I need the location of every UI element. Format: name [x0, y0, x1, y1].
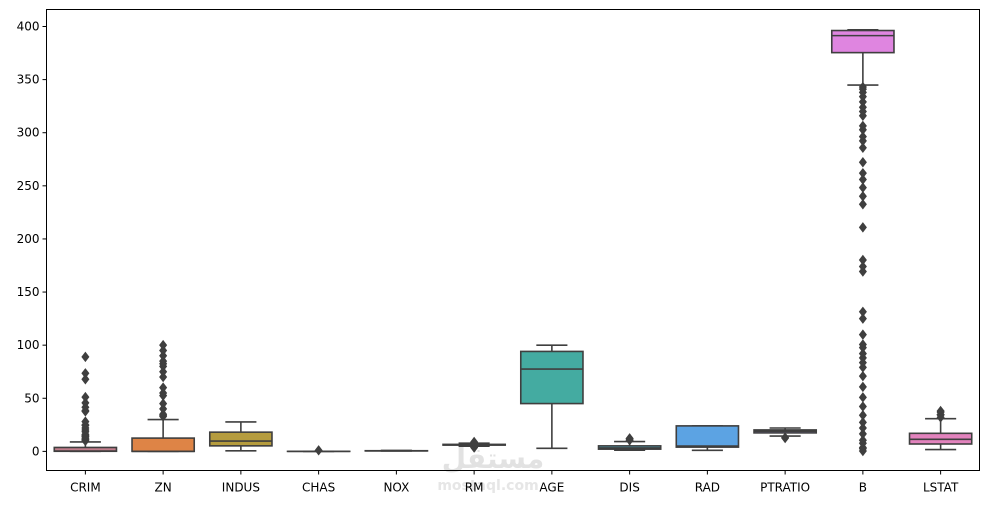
outlier-point — [858, 434, 867, 446]
y-tick-label: 150 — [17, 285, 40, 299]
outlier-point — [858, 339, 867, 350]
outlier-point — [781, 432, 790, 443]
box-zn — [131, 437, 196, 453]
outlier-point — [858, 428, 867, 440]
y-axis: 0 50 100 150 200 250 300 350 400 — [17, 19, 47, 458]
outlier-point — [858, 190, 867, 202]
x-tick-label-chas: CHAS — [302, 481, 335, 495]
outlier-point — [470, 436, 479, 448]
y-tick-label: 400 — [17, 19, 40, 33]
box-group-ptratio — [753, 427, 818, 444]
outlier-point — [858, 422, 867, 434]
box-age — [519, 350, 584, 405]
outlier-point — [858, 306, 867, 318]
outlier-point — [159, 350, 168, 362]
outlier-point — [858, 174, 867, 185]
outlier-point — [159, 355, 168, 367]
box-group-rad — [675, 425, 740, 452]
box-group-crim — [53, 351, 118, 453]
outlier-point — [159, 382, 168, 393]
outlier-point — [159, 366, 168, 377]
box-rad — [675, 425, 740, 448]
x-tick-label-dis: DIS — [619, 481, 639, 495]
outlier-point — [81, 351, 90, 363]
outlier-point — [858, 101, 867, 113]
outlier-point — [81, 397, 90, 409]
x-tick-label-indus: INDUS — [222, 481, 260, 495]
outlier-point — [858, 401, 867, 412]
outlier-point — [81, 391, 90, 403]
outlier-point — [159, 408, 168, 420]
outlier-point — [159, 387, 168, 399]
box-group-nox — [364, 449, 429, 452]
y-tick-label: 350 — [17, 73, 40, 87]
y-tick-label: 250 — [17, 179, 40, 193]
outlier-point — [858, 199, 867, 210]
outlier-point — [858, 167, 867, 179]
outlier-point — [858, 254, 867, 266]
box-group-dis — [597, 433, 662, 452]
box-group-b — [830, 28, 895, 457]
x-tick-label-ptratio: PTRATIO — [760, 481, 810, 495]
outlier-point — [858, 261, 867, 272]
outlier-point — [858, 329, 867, 340]
x-tick-label-lstat: LSTAT — [923, 481, 959, 495]
outlier-point — [81, 368, 90, 379]
outlier-point — [858, 120, 867, 132]
x-tick-label-zn: ZN — [155, 481, 172, 495]
x-tick-label-age: AGE — [539, 481, 564, 495]
outlier-point — [159, 398, 168, 409]
outlier-point — [858, 142, 867, 154]
watermark-site: mostaql.com — [437, 478, 538, 494]
outlier-point — [858, 96, 867, 108]
x-tick-label-rad: RAD — [695, 481, 720, 495]
outlier-point — [81, 374, 90, 385]
box-group-zn — [131, 339, 196, 453]
y-tick-label: 200 — [17, 232, 40, 246]
outlier-point — [159, 371, 168, 383]
outlier-point — [858, 417, 867, 428]
box-b — [830, 29, 895, 54]
outlier-point — [625, 433, 634, 444]
box-group-indus — [208, 421, 273, 452]
y-tick-label: 0 — [32, 444, 40, 458]
outlier-point — [858, 348, 867, 359]
outlier-point — [858, 131, 867, 142]
box-group-rm — [442, 436, 507, 453]
box-indus — [208, 431, 273, 447]
x-tick-label-crim: CRIM — [70, 481, 101, 495]
outlier-point — [159, 403, 168, 415]
outlier-point — [858, 370, 867, 382]
watermark-logo: مستقل — [442, 442, 544, 475]
outlier-point — [858, 182, 867, 193]
box-group-age — [519, 344, 584, 450]
outlier-point — [858, 392, 867, 403]
box-group-chas — [286, 445, 351, 456]
outlier-point — [159, 345, 168, 356]
outlier-point — [858, 313, 867, 324]
outlier-point — [936, 405, 945, 417]
x-tick-label-b: B — [859, 481, 867, 495]
y-tick-label: 100 — [17, 338, 40, 352]
y-tick-label: 50 — [24, 391, 39, 405]
outlier-point — [314, 445, 323, 456]
x-tick-label-nox: NOX — [383, 481, 409, 495]
outlier-point — [858, 381, 867, 393]
box-group-lstat — [908, 405, 973, 451]
watermark: مستقل mostaql.com — [437, 442, 544, 494]
y-tick-label: 300 — [17, 126, 40, 140]
x-tick-label-rm: RM — [465, 481, 484, 495]
outlier-point — [858, 222, 867, 233]
outlier-point — [858, 81, 867, 93]
x-axis: CRIM ZN INDUS CHAS NOX RM AGE DIS RAD PTRATIO B LST… — [70, 470, 959, 495]
plot-area — [53, 28, 973, 457]
outlier-point — [81, 416, 90, 427]
outlier-point — [159, 339, 168, 351]
axes-frame — [46, 9, 980, 471]
outlier-point — [858, 157, 867, 168]
outlier-point — [858, 410, 867, 421]
